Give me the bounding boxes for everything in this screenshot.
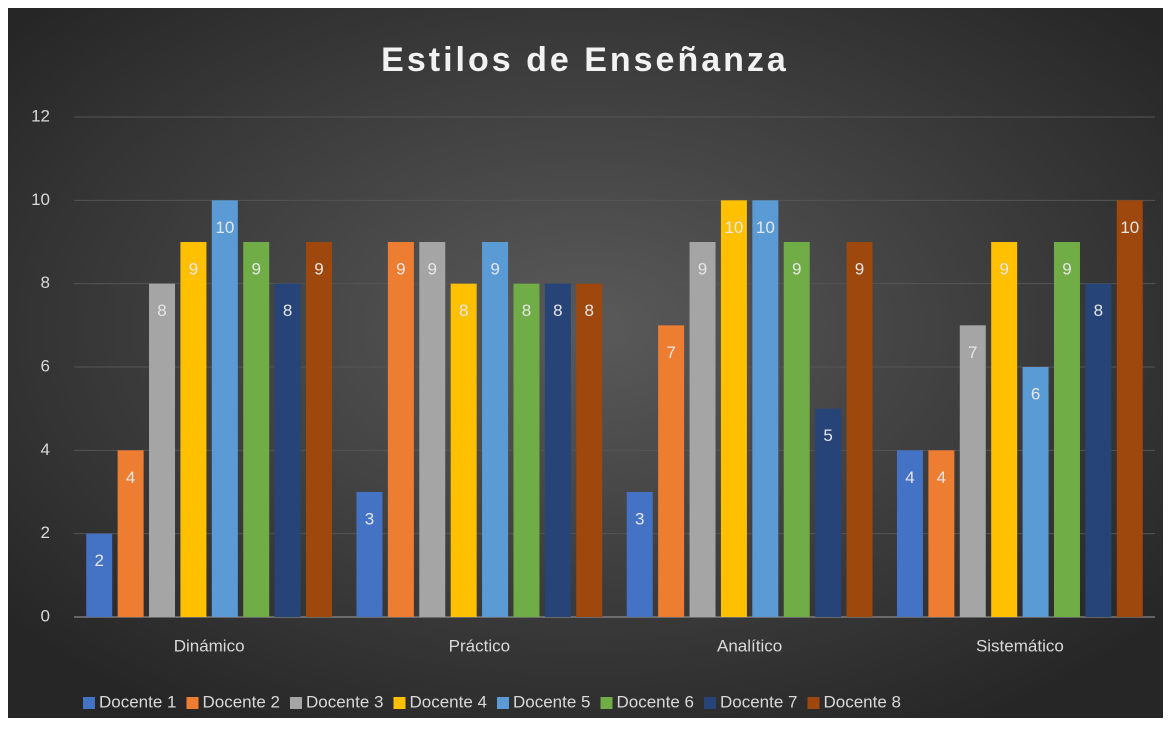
bar — [274, 283, 301, 617]
bar — [243, 242, 270, 617]
data-label: 7 — [666, 343, 675, 362]
bar — [117, 450, 144, 617]
y-tick-label: 0 — [41, 606, 50, 625]
bar — [387, 242, 414, 617]
data-label: 7 — [968, 343, 977, 362]
bar — [576, 283, 603, 617]
x-tick-label: Analítico — [717, 636, 782, 655]
data-label: 9 — [428, 259, 437, 278]
y-tick-label: 12 — [31, 106, 50, 125]
legend-label: Docente 4 — [410, 692, 488, 711]
bar — [720, 200, 747, 618]
data-label: 8 — [157, 301, 166, 320]
data-label: 9 — [251, 259, 260, 278]
data-label: 3 — [365, 509, 374, 528]
data-label: 2 — [94, 551, 103, 570]
data-label: 9 — [189, 259, 198, 278]
data-label: 8 — [522, 301, 531, 320]
bar — [959, 325, 986, 617]
legend-swatch — [393, 697, 406, 709]
legend-swatch — [186, 697, 199, 709]
legend-swatch — [290, 697, 302, 709]
bar — [149, 283, 176, 617]
bar — [658, 325, 685, 617]
data-label: 9 — [490, 259, 499, 278]
bar — [211, 200, 238, 618]
bar — [450, 283, 477, 617]
bar — [928, 450, 955, 617]
bar — [482, 242, 509, 617]
legend-label: Docente 5 — [513, 692, 591, 711]
y-tick-label: 4 — [41, 440, 50, 459]
data-label: 8 — [283, 301, 292, 320]
bar — [752, 200, 779, 618]
data-label: 8 — [459, 301, 468, 320]
legend-label: Docente 3 — [306, 692, 384, 711]
legend-label: Docente 1 — [99, 692, 177, 711]
bar — [896, 450, 923, 617]
y-tick-label: 10 — [31, 190, 50, 209]
chart-title: Estilos de Enseñanza — [381, 41, 789, 79]
data-label: 9 — [1062, 259, 1071, 278]
legend-swatch — [600, 697, 613, 709]
y-tick-label: 8 — [41, 273, 50, 292]
data-label: 9 — [999, 259, 1008, 278]
bar — [1116, 200, 1143, 618]
data-label: 6 — [1031, 384, 1040, 403]
data-label: 3 — [635, 509, 644, 528]
y-tick-label: 6 — [41, 356, 50, 375]
x-tick-label: Práctico — [449, 636, 510, 655]
bar — [846, 242, 873, 617]
bar — [513, 283, 540, 617]
data-label: 4 — [937, 468, 946, 487]
bar — [544, 283, 571, 617]
bar — [1085, 283, 1112, 617]
data-label: 9 — [855, 259, 864, 278]
data-label: 9 — [792, 259, 801, 278]
bar — [419, 242, 446, 617]
data-label: 8 — [1094, 301, 1103, 320]
bar — [1053, 242, 1080, 617]
data-label: 10 — [1120, 218, 1139, 237]
bar — [783, 242, 810, 617]
data-label: 8 — [585, 301, 594, 320]
data-label: 10 — [215, 218, 234, 237]
data-label: 9 — [314, 259, 323, 278]
legend-swatch — [704, 697, 716, 709]
bar — [180, 242, 207, 617]
bar — [1022, 367, 1049, 617]
bar — [815, 408, 842, 617]
bar — [626, 492, 653, 617]
data-label: 5 — [823, 426, 832, 445]
legend-swatch — [83, 697, 95, 709]
data-label: 8 — [553, 301, 562, 320]
legend-swatch — [497, 697, 509, 709]
bar — [689, 242, 716, 617]
y-tick-label: 2 — [41, 523, 50, 542]
legend-swatch — [807, 697, 820, 709]
data-label: 10 — [724, 218, 743, 237]
x-tick-label: Sistemático — [976, 636, 1064, 655]
legend-label: Docente 7 — [720, 692, 798, 711]
data-label: 4 — [126, 468, 135, 487]
legend-label: Docente 2 — [203, 692, 281, 711]
legend-label: Docente 8 — [824, 692, 902, 711]
data-label: 9 — [396, 259, 405, 278]
data-label: 4 — [905, 468, 914, 487]
bar — [356, 492, 383, 617]
bar — [306, 242, 333, 617]
x-tick-label: Dinámico — [174, 636, 245, 655]
bar — [86, 533, 113, 617]
bar — [991, 242, 1018, 617]
data-label: 10 — [756, 218, 775, 237]
data-label: 9 — [698, 259, 707, 278]
legend-label: Docente 6 — [617, 692, 695, 711]
